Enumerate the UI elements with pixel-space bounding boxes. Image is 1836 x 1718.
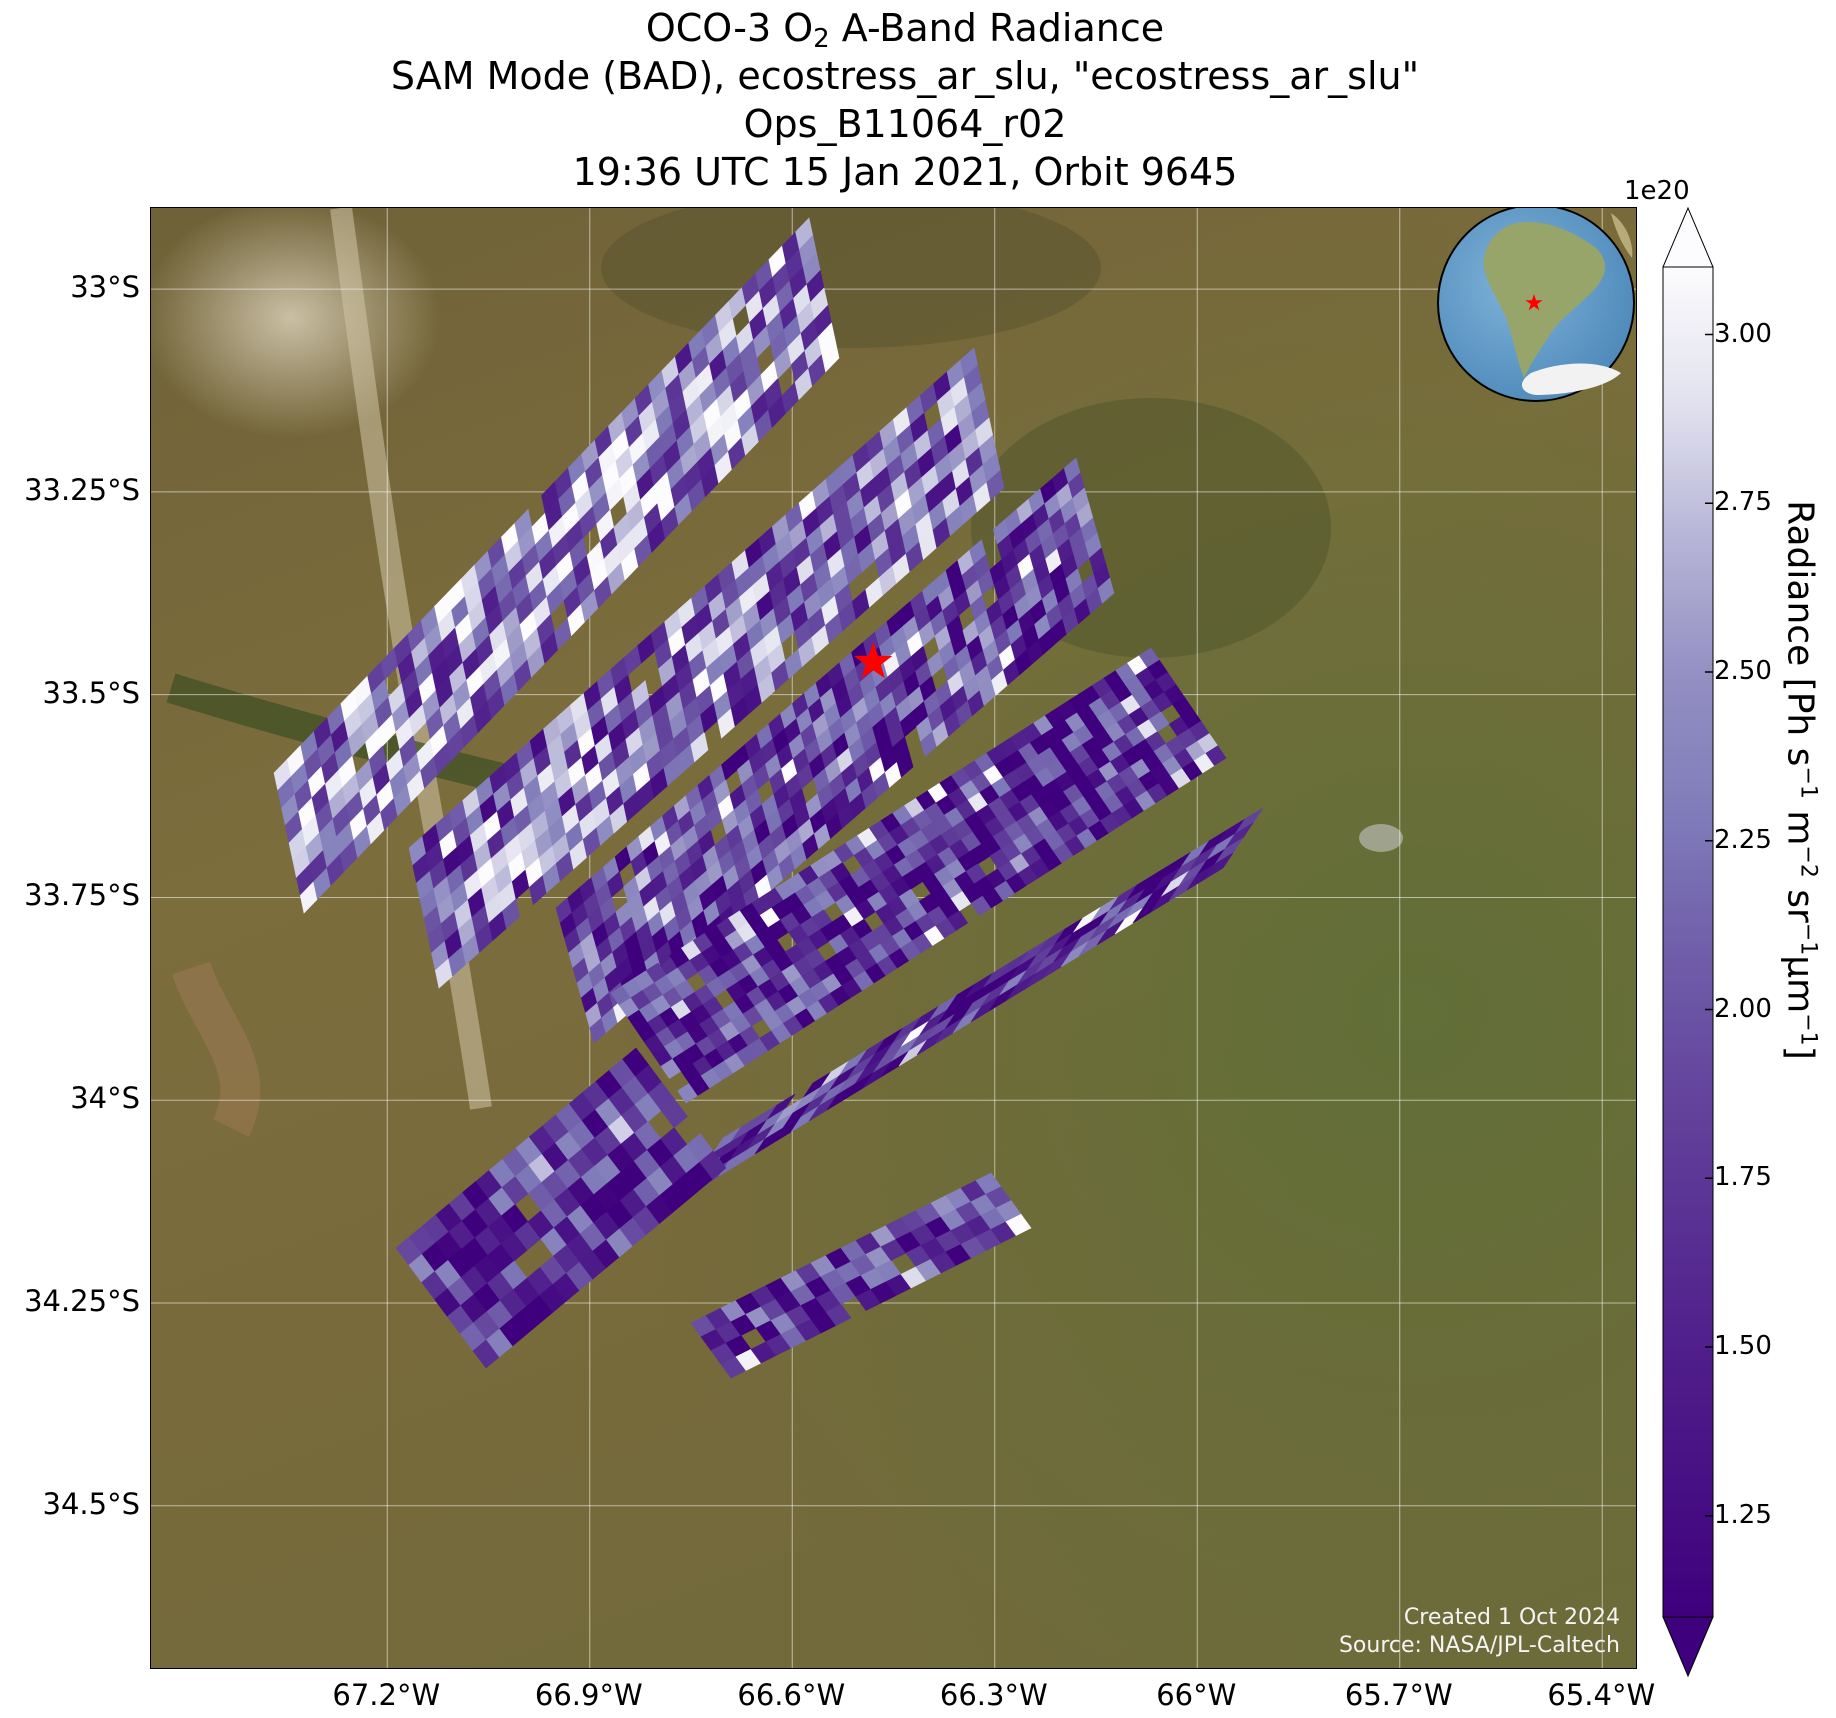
colorbar-tick-label: 3.00: [1714, 318, 1772, 349]
inset-globe: [1437, 208, 1635, 402]
radiance-footprint: [660, 1098, 688, 1129]
colorbar-extend-max: [1662, 207, 1714, 268]
longitude-tick-label: 67.2°W: [332, 1678, 441, 1712]
colorbar: [1662, 207, 1714, 1677]
colorbar-gradient: [1662, 266, 1714, 1618]
antarctica-landmass: [1521, 363, 1621, 395]
colorbar-tick-marks: [1705, 333, 1713, 1517]
africa-landmass: [1611, 213, 1633, 258]
latitude-tick-label: 33.25°S: [24, 472, 140, 507]
colorbar-tick-label: 2.25: [1714, 824, 1772, 855]
target-marker-layer: [854, 642, 893, 679]
latitude-tick-label: 34°S: [70, 1081, 140, 1116]
map-panel: Created 1 Oct 2024 Source: NASA/JPL-Calt…: [150, 207, 1637, 1669]
longitude-tick-label: 65.7°W: [1344, 1678, 1453, 1712]
longitude-tick-label: 66.6°W: [737, 1678, 846, 1712]
radiance-footprint: [690, 731, 709, 763]
radiance-footprint: [1097, 577, 1115, 604]
colorbar-extend-min: [1662, 1616, 1714, 1677]
colorbar-tick-label: 2.50: [1714, 656, 1772, 686]
south-america-landmass: [1483, 222, 1606, 378]
colorbar-exponent: 1e20: [1624, 176, 1690, 206]
radiance-footprints: [273, 217, 1264, 1379]
radiance-footprint: [1205, 745, 1227, 766]
plot-title-line-1: OCO-3 O2 A-Band Radiance: [645, 6, 1165, 54]
plot-title-line-3: Ops_B11064_r02: [743, 102, 1067, 146]
colorbar-tick-label: 1.25: [1714, 1499, 1772, 1530]
latitude-tick-label: 34.25°S: [24, 1284, 140, 1318]
colorbar-label: Radiance [Ph s−1 m−2 sr−1μm−1]: [1779, 500, 1821, 1060]
longitude-tick-label: 65.4°W: [1547, 1678, 1656, 1712]
created-date: Created 1 Oct 2024: [1403, 1605, 1620, 1630]
radiance-footprint: [986, 469, 1005, 501]
radiance-footprint: [821, 339, 840, 373]
colorbar-tick-label: 2.00: [1714, 993, 1772, 1024]
radiance-footprint: [947, 910, 969, 931]
radiance-footprint: [896, 751, 914, 778]
radiance-footprint: [699, 1150, 727, 1180]
colorbar-tick-label: 1.50: [1714, 1331, 1772, 1361]
latitude-tick-label: 33°S: [70, 270, 140, 305]
star-icon: [1525, 294, 1543, 311]
plot-title-line-2: SAM Mode (BAD), ecostress_ar_slu, "ecost…: [390, 54, 1420, 98]
longitude-tick-label: 66.3°W: [939, 1678, 1048, 1712]
latitude-tick-label: 34.5°S: [42, 1486, 140, 1521]
colorbar-tick-label: 1.75: [1714, 1162, 1772, 1193]
radiance-footprint: [825, 1303, 852, 1326]
longitude-tick-label: 66.9°W: [534, 1678, 643, 1712]
latitude-tick-label: 33.5°S: [42, 675, 140, 710]
longitude-tick-label: 66°W: [1156, 1678, 1237, 1712]
radiance-map: [151, 208, 1636, 1668]
target-star-icon: [854, 642, 893, 679]
colorbar-tick-label: 2.75: [1714, 487, 1772, 518]
plot-title-line-4: 19:36 UTC 15 Jan 2021, Orbit 9645: [572, 150, 1238, 194]
latitude-tick-label: 33.75°S: [24, 878, 140, 913]
source-credit: Source: NASA/JPL-Caltech: [1338, 1633, 1620, 1658]
radiance-footprint: [1005, 1213, 1032, 1236]
radiance-footprint: [502, 898, 521, 930]
radiance-footprint: [1204, 852, 1234, 880]
